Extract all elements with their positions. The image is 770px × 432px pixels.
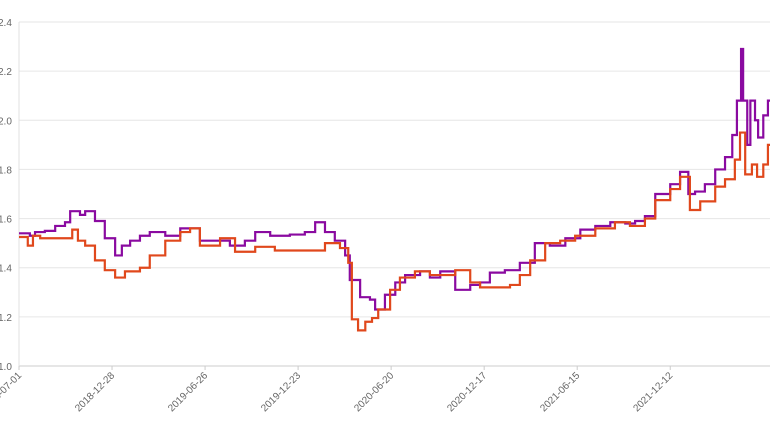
y-tick-label: 2.2 (0, 67, 12, 78)
x-tick-label: 2020-12-17 (445, 370, 489, 414)
y-tick-label: 2.4 (0, 18, 12, 29)
x-tick-label: 2019-06-26 (166, 370, 210, 414)
series-line-2 (19, 131, 770, 332)
y-tick-label: 2.0 (0, 116, 12, 127)
x-tick-label: 2021-12-12 (631, 370, 675, 414)
x-tick-label: 2019-12-23 (259, 370, 303, 414)
x-tick-label: 2021-06-15 (538, 370, 582, 414)
y-tick-label: 1.2 (0, 313, 12, 324)
y-tick-label: 1.0 (0, 362, 12, 373)
y-tick-label: 1.8 (0, 165, 12, 176)
x-tick-label: 2018-12-28 (73, 370, 117, 414)
series-line-1 (19, 47, 770, 311)
y-tick-label: 1.4 (0, 264, 12, 275)
y-tick-label: 1.6 (0, 215, 12, 226)
x-tick-label: 2018-07-01 (0, 370, 24, 414)
x-tick-label: 2020-06-20 (352, 370, 396, 414)
